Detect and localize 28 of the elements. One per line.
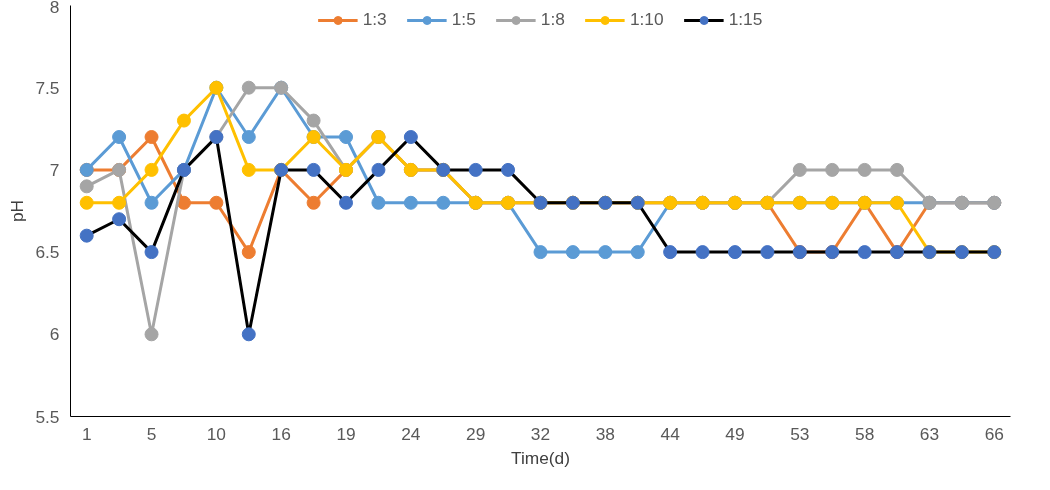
y-tick-label: 7: [49, 159, 60, 180]
legend-label: 1:5: [451, 9, 476, 30]
y-axis-title: pH: [7, 199, 28, 223]
x-tick-label: 1: [81, 423, 92, 444]
x-tick-label: 16: [271, 423, 291, 444]
x-tick-label: 19: [336, 423, 356, 444]
x-tick-label: 58: [855, 423, 875, 444]
x-tick-label: 44: [660, 423, 681, 444]
x-tick-label: 10: [206, 423, 227, 444]
y-tick-label: 6: [49, 324, 60, 345]
x-tick-label: 29: [466, 423, 486, 444]
x-tick-label: 38: [595, 423, 615, 444]
x-tick-label: 32: [530, 423, 551, 444]
y-tick-label: 7.5: [35, 77, 60, 98]
legend-label: 1:3: [362, 9, 387, 30]
x-tick-label: 66: [984, 423, 1004, 444]
x-tick-label: 49: [725, 423, 745, 444]
legend-label: 1:10: [629, 9, 664, 30]
x-tick-label: 5: [146, 423, 157, 444]
legend-label: 1:8: [540, 9, 565, 30]
y-tick-label: 6.5: [35, 242, 60, 263]
y-tick-label: 5.5: [35, 406, 60, 427]
x-tick-label: 53: [790, 423, 810, 444]
y-tick-label: 8: [49, 0, 60, 17]
x-axis-title: Time(d): [510, 447, 571, 468]
x-tick-label: 24: [401, 423, 421, 444]
x-tick-label: 63: [919, 423, 940, 444]
legend-label: 1:15: [728, 9, 763, 30]
